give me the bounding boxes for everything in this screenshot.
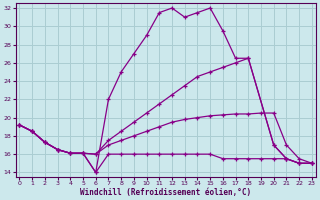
X-axis label: Windchill (Refroidissement éolien,°C): Windchill (Refroidissement éolien,°C) (80, 188, 251, 197)
